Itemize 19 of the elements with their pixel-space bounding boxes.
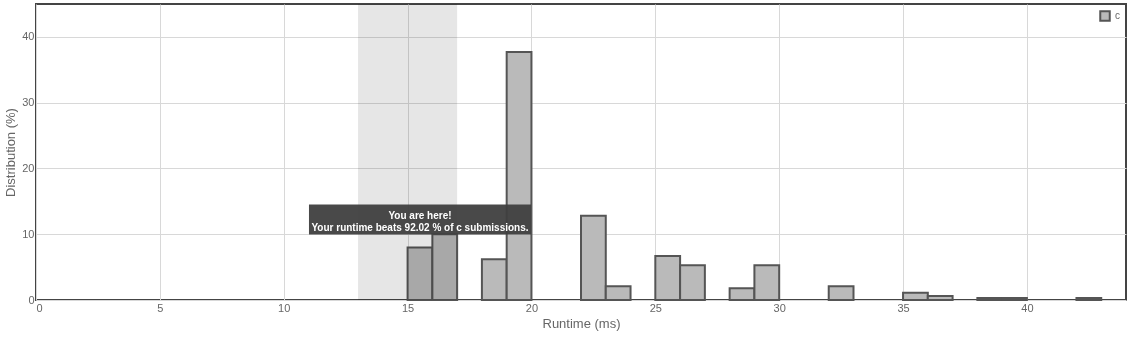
- legend-label: c: [1115, 10, 1120, 21]
- y-tick-label: 10: [22, 227, 35, 240]
- x-tick-label: 30: [773, 301, 786, 314]
- annotation: You are here!: [388, 210, 452, 222]
- y-tick-label: 0: [28, 293, 35, 306]
- x-tick-label: 20: [525, 301, 539, 314]
- x-tick-label: 15: [401, 301, 415, 314]
- x-tick-label: 10: [278, 301, 291, 314]
- x-axis-title: Runtime (ms): [542, 315, 621, 331]
- x-tick-label: 35: [897, 301, 910, 314]
- x-tick-label: 5: [157, 301, 164, 314]
- y-axis-title: Distribution (%): [3, 108, 19, 197]
- x-tick-label: 40: [1021, 301, 1034, 314]
- y-tick-label: 40: [22, 30, 35, 43]
- annotation: Your runtime beats 92.02 % of c submissions.: [311, 222, 529, 234]
- x-tick-label: 25: [649, 301, 662, 314]
- y-tick-label: 20: [22, 161, 35, 174]
- y-tick-label: 30: [22, 96, 35, 109]
- x-tick-label: 0: [36, 301, 43, 314]
